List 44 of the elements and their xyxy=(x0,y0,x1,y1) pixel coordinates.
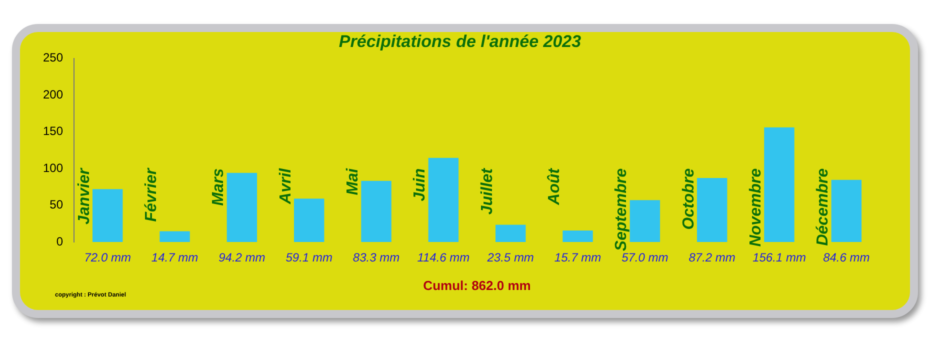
data-label: 84.6 mm xyxy=(823,250,870,264)
data-label: 87.2 mm xyxy=(688,250,736,264)
bar xyxy=(630,200,660,242)
x-tick-label: Décembre xyxy=(814,168,832,246)
data-label: 72.0 mm xyxy=(84,250,131,264)
data-label: 23.5 mm xyxy=(486,250,534,264)
data-label: 156.1 mm xyxy=(752,250,806,264)
chart-title: Précipitations de l'année 2023 xyxy=(338,32,582,51)
x-tick-label: Janvier xyxy=(76,168,93,224)
y-tick-label: 100 xyxy=(42,160,64,175)
data-label: 114.6 mm xyxy=(417,250,470,264)
bar xyxy=(495,224,526,242)
x-tick-label: Octobre xyxy=(680,168,698,230)
y-tick-label: 50 xyxy=(50,198,64,212)
data-label: 94.2 mm xyxy=(218,250,266,264)
bar xyxy=(562,230,593,242)
y-tick-label: 250 xyxy=(42,50,64,65)
data-label: 15.7 mm xyxy=(554,250,602,264)
x-tick-label: Avril xyxy=(277,168,294,205)
bar xyxy=(764,127,794,242)
x-tick-label: Mai xyxy=(344,168,362,196)
x-tick-label: Mars xyxy=(210,168,228,206)
text: Cumul: 862.0 mm xyxy=(423,278,531,294)
bar xyxy=(160,231,190,242)
bar xyxy=(361,180,392,242)
bar xyxy=(226,172,258,242)
bar xyxy=(696,178,728,242)
x-tick-label: Septembre xyxy=(613,168,630,252)
bar xyxy=(428,158,459,242)
bar xyxy=(294,198,324,242)
x-tick-label: Juin xyxy=(412,168,429,202)
data-label: 59.1 mm xyxy=(286,250,332,264)
data-label: 57.0 mm xyxy=(622,250,668,264)
data-label: 83.3 mm xyxy=(352,250,400,264)
y-tick-label: 0 xyxy=(56,234,64,248)
x-tick-label: Février xyxy=(143,168,160,222)
x-tick-label: Juillet xyxy=(478,168,496,215)
y-tick-label: 150 xyxy=(42,124,64,138)
data-label: 14.7 mm xyxy=(151,250,198,264)
y-tick-label: 200 xyxy=(42,87,64,102)
x-tick-label: Août xyxy=(546,168,564,206)
x-tick-label: Novembre xyxy=(748,168,765,247)
bar xyxy=(831,180,862,242)
bar xyxy=(92,189,123,242)
